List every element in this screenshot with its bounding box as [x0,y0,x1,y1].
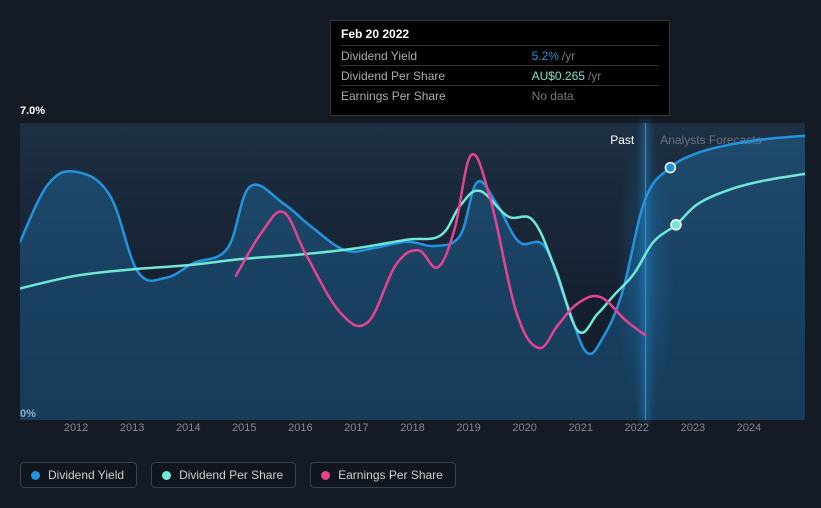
x-axis-tick: 2012 [64,422,88,434]
x-axis-tick: 2024 [737,422,761,434]
chart-container: 7.0% 0% Past Analysts Forecasts 20122013… [20,105,805,450]
tooltip-row: Dividend Per Share AU$0.265/yr [341,66,659,86]
x-axis-tick: 2015 [232,422,256,434]
tooltip-row-label: Dividend Per Share [341,66,522,86]
tooltip-row: Dividend Yield 5.2%/yr [341,46,659,66]
chart-svg [20,123,805,420]
tooltip-table: Dividend Yield 5.2%/yr Dividend Per Shar… [341,45,659,105]
x-axis-tick: 2018 [400,422,424,434]
x-axis-tick: 2019 [456,422,480,434]
tooltip-title: Feb 20 2022 [341,27,659,45]
x-axis-tick: 2013 [120,422,144,434]
tooltip-row-value: No data [522,86,659,106]
tooltip-row-value: AU$0.265/yr [522,66,659,86]
tooltip-card: Feb 20 2022 Dividend Yield 5.2%/yr Divid… [330,20,670,116]
legend-label: Dividend Per Share [179,468,283,482]
legend-label: Earnings Per Share [338,468,443,482]
legend-label: Dividend Yield [48,468,124,482]
legend-dot [162,471,171,480]
legend-item-dividend-per-share[interactable]: Dividend Per Share [151,462,296,488]
x-axis-tick: 2023 [681,422,705,434]
tooltip-row-label: Dividend Yield [341,46,522,66]
legend: Dividend Yield Dividend Per Share Earnin… [20,462,456,488]
legend-dot [31,471,40,480]
x-axis-tick: 2022 [625,422,649,434]
x-axis-tick: 2016 [288,422,312,434]
x-axis: 2012 2013 2014 2015 2016 2017 2018 2019 2020 2021… [20,422,805,442]
x-axis-tick: 2017 [344,422,368,434]
legend-item-earnings-per-share[interactable]: Earnings Per Share [310,462,456,488]
x-axis-tick: 2020 [512,422,536,434]
legend-item-dividend-yield[interactable]: Dividend Yield [20,462,137,488]
tooltip-row-value: 5.2%/yr [522,46,659,66]
x-axis-tick: 2021 [568,422,592,434]
y-axis-max-label: 7.0% [20,105,45,117]
tooltip-row: Earnings Per Share No data [341,86,659,106]
tooltip-row-label: Earnings Per Share [341,86,522,106]
legend-dot [321,471,330,480]
x-axis-tick: 2014 [176,422,200,434]
plot-area[interactable]: Past Analysts Forecasts [20,123,805,420]
